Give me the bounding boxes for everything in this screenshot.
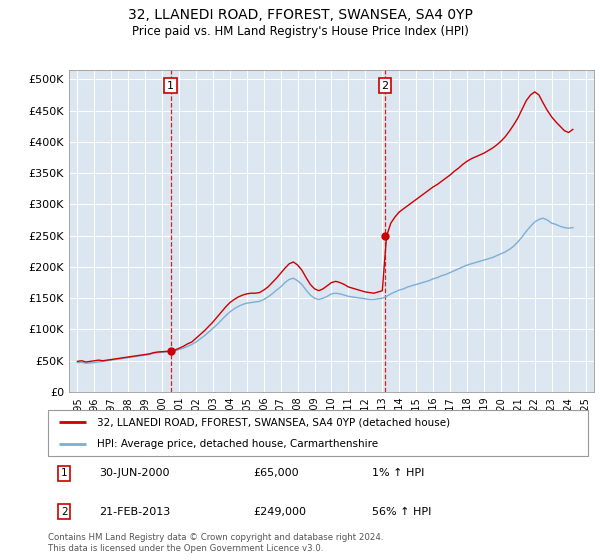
- Text: 21-FEB-2013: 21-FEB-2013: [100, 507, 170, 517]
- Text: 2: 2: [381, 81, 388, 91]
- Text: 56% ↑ HPI: 56% ↑ HPI: [372, 507, 431, 517]
- Text: 30-JUN-2000: 30-JUN-2000: [100, 468, 170, 478]
- Text: Contains HM Land Registry data © Crown copyright and database right 2024.
This d: Contains HM Land Registry data © Crown c…: [48, 533, 383, 553]
- FancyBboxPatch shape: [48, 410, 588, 456]
- Text: 32, LLANEDI ROAD, FFOREST, SWANSEA, SA4 0YP (detached house): 32, LLANEDI ROAD, FFOREST, SWANSEA, SA4 …: [97, 417, 450, 427]
- Text: 32, LLANEDI ROAD, FFOREST, SWANSEA, SA4 0YP: 32, LLANEDI ROAD, FFOREST, SWANSEA, SA4 …: [128, 8, 472, 22]
- Text: 2: 2: [61, 507, 68, 517]
- Text: HPI: Average price, detached house, Carmarthenshire: HPI: Average price, detached house, Carm…: [97, 440, 378, 450]
- Text: 1: 1: [167, 81, 174, 91]
- Text: Price paid vs. HM Land Registry's House Price Index (HPI): Price paid vs. HM Land Registry's House …: [131, 25, 469, 38]
- Text: £65,000: £65,000: [253, 468, 299, 478]
- Text: £249,000: £249,000: [253, 507, 306, 517]
- Text: 1: 1: [61, 468, 68, 478]
- Text: 1% ↑ HPI: 1% ↑ HPI: [372, 468, 424, 478]
